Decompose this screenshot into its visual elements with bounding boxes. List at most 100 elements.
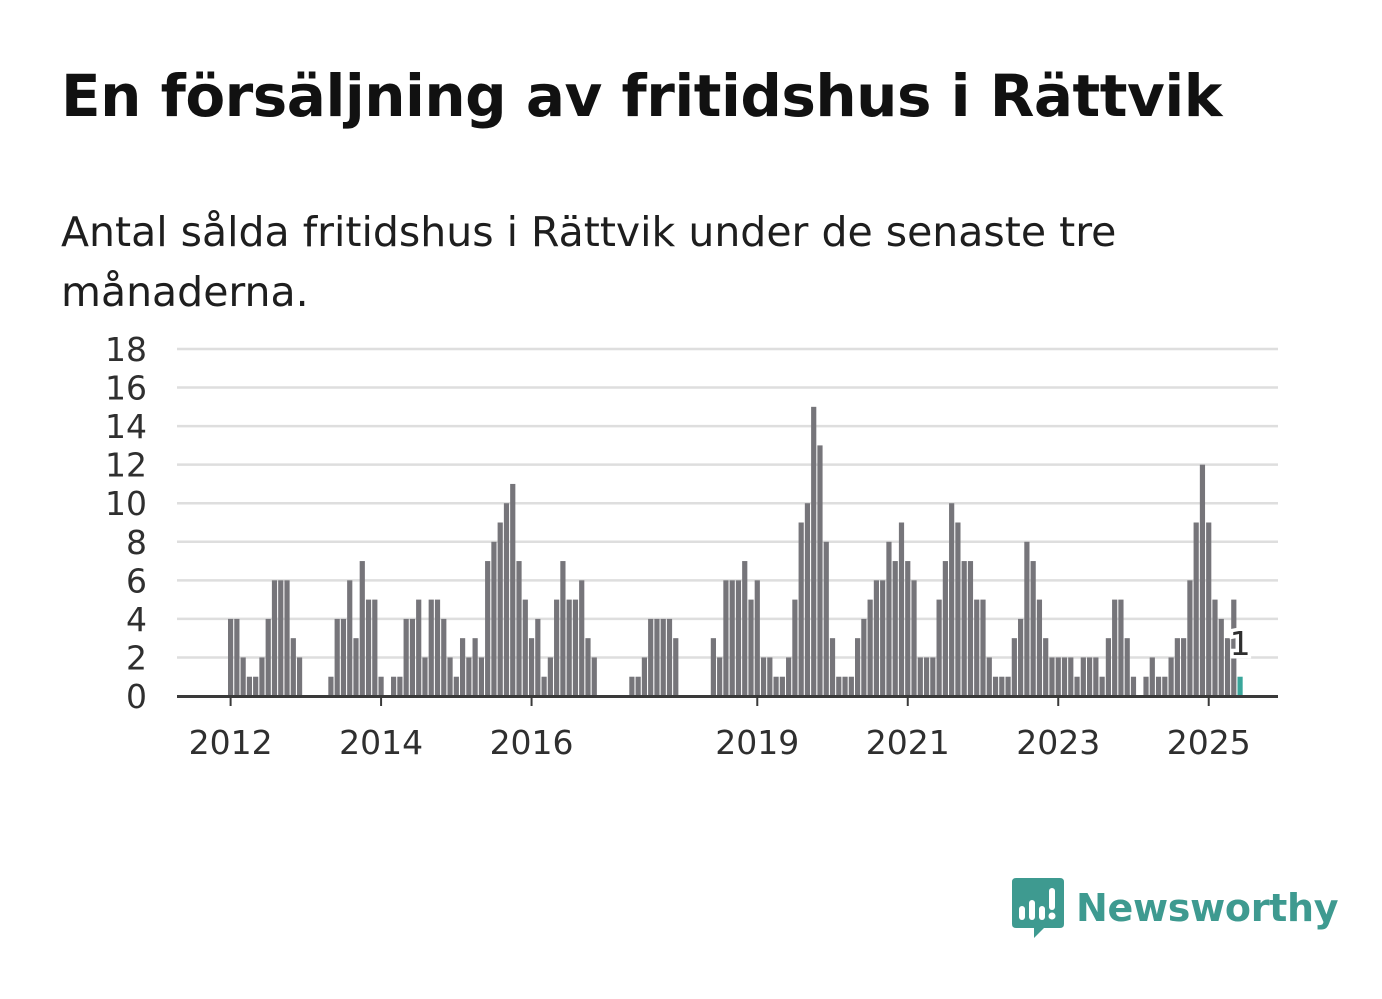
bar xyxy=(434,599,441,696)
bar xyxy=(265,618,271,696)
bar xyxy=(328,676,334,696)
x-tick-label: 2025 xyxy=(1167,723,1251,762)
bar xyxy=(591,657,597,696)
bar xyxy=(811,406,817,696)
bar xyxy=(510,483,516,696)
bar xyxy=(353,638,359,696)
bar xyxy=(365,599,372,696)
y-tick-label: 2 xyxy=(126,638,147,677)
bar xyxy=(466,657,472,696)
bar xyxy=(729,580,735,696)
bar xyxy=(372,599,378,696)
bar xyxy=(528,638,535,696)
bar xyxy=(786,657,792,696)
bar xyxy=(378,676,384,696)
bar xyxy=(416,599,422,696)
bar xyxy=(1130,676,1137,696)
bar xyxy=(1193,522,1199,696)
bar xyxy=(228,618,234,696)
y-tick-label: 4 xyxy=(126,600,147,639)
bar xyxy=(648,618,654,696)
bar xyxy=(660,618,666,696)
bar xyxy=(942,561,948,696)
bar xyxy=(560,561,566,696)
bar xyxy=(723,580,729,696)
y-tick-label: 0 xyxy=(126,677,147,716)
bar xyxy=(836,676,842,696)
bar xyxy=(1093,657,1099,696)
bar xyxy=(403,618,409,696)
bar xyxy=(253,676,259,696)
bar xyxy=(1011,638,1017,696)
bar xyxy=(441,618,447,696)
bar xyxy=(949,503,955,696)
bar xyxy=(1030,561,1036,696)
bar xyxy=(1099,676,1105,696)
annotations: 1 xyxy=(1226,621,1254,667)
bar xyxy=(397,676,403,696)
bar xyxy=(1174,638,1180,696)
y-tick-label: 8 xyxy=(126,523,147,562)
x-tick-label: 2023 xyxy=(1016,723,1100,762)
bar xyxy=(654,618,660,696)
bar xyxy=(986,657,992,696)
bar xyxy=(1018,618,1024,696)
bar xyxy=(1055,657,1061,696)
bar xyxy=(1212,599,1218,696)
bar xyxy=(641,657,648,696)
bar xyxy=(579,580,585,696)
bar xyxy=(798,522,804,696)
bar xyxy=(886,541,892,696)
bar xyxy=(240,657,246,696)
bar xyxy=(930,657,936,696)
bar xyxy=(472,638,478,696)
bar xyxy=(453,676,459,696)
x-axis: 2012 2014 2016 2019 2021 2023 2025 xyxy=(177,695,1278,762)
x-tick-label: 2021 xyxy=(866,723,950,762)
bar xyxy=(861,618,867,696)
bar xyxy=(296,657,303,696)
bar xyxy=(911,580,917,696)
bar xyxy=(1043,638,1049,696)
bars xyxy=(228,406,1243,696)
x-tick-label: 2012 xyxy=(189,723,273,762)
bar xyxy=(503,503,510,696)
newsworthy-chart-icon xyxy=(1012,878,1064,938)
bar xyxy=(967,561,974,696)
bar xyxy=(447,657,453,696)
y-tick-label: 18 xyxy=(105,330,147,369)
bar xyxy=(1149,657,1155,696)
bar xyxy=(1143,676,1149,696)
bar xyxy=(961,561,967,696)
x-tick-label: 2019 xyxy=(715,723,799,762)
bar xyxy=(1199,464,1206,696)
bar xyxy=(1005,676,1011,696)
bar xyxy=(773,676,779,696)
bar xyxy=(572,599,579,696)
bar xyxy=(767,657,773,696)
bar xyxy=(1155,676,1162,696)
bar xyxy=(1187,580,1193,696)
chart-title: En försäljning av fritidshus i Rättvik xyxy=(61,62,1222,130)
bar xyxy=(917,657,923,696)
bar xyxy=(271,580,278,696)
newsworthy-logo: Newsworthy xyxy=(1010,876,1339,940)
bar-highlight xyxy=(1237,676,1243,696)
chart-subtitle: Antal sålda fritidshus i Rättvik under d… xyxy=(61,208,1117,316)
bar xyxy=(290,638,296,696)
bar xyxy=(334,618,340,696)
bar xyxy=(923,657,930,696)
bar xyxy=(422,657,428,696)
bar xyxy=(1206,522,1212,696)
x-tick-label: 2016 xyxy=(490,723,574,762)
bar xyxy=(259,657,265,696)
bar xyxy=(1218,618,1224,696)
bar xyxy=(459,638,466,696)
bar xyxy=(1112,599,1118,696)
bar xyxy=(980,599,986,696)
bar xyxy=(554,599,560,696)
y-tick-label: 16 xyxy=(105,369,147,408)
bar xyxy=(1224,638,1231,696)
bar xyxy=(817,445,823,696)
